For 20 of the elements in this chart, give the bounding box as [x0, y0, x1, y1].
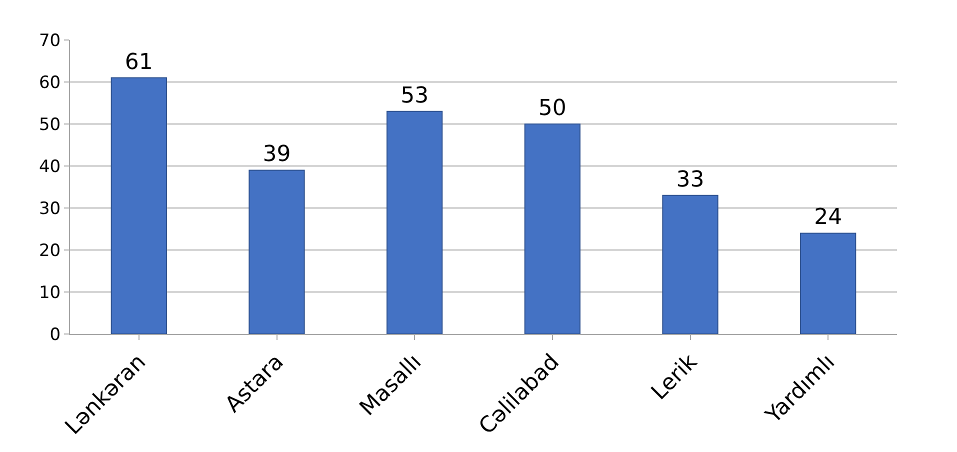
y-tick-label: 70 — [38, 30, 61, 51]
y-tick-label: 50 — [38, 114, 61, 135]
bar — [662, 194, 718, 334]
y-tick-label: 0 — [50, 324, 61, 345]
bar — [524, 124, 580, 334]
data-label: 61 — [124, 50, 153, 75]
y-tick-label: 60 — [38, 72, 61, 93]
y-tick-label: 30 — [38, 198, 61, 219]
y-tick-label: 10 — [38, 282, 61, 303]
data-label: 39 — [262, 142, 291, 168]
data-label: 50 — [538, 96, 566, 121]
data-label: 24 — [814, 205, 842, 230]
data-label: 53 — [400, 83, 429, 108]
bar — [386, 110, 443, 334]
data-label: 33 — [676, 167, 704, 192]
bar — [248, 170, 305, 334]
bar — [800, 232, 856, 334]
y-tick-label: 20 — [38, 240, 61, 261]
bar — [110, 77, 167, 334]
y-tick-label: 40 — [38, 156, 61, 177]
